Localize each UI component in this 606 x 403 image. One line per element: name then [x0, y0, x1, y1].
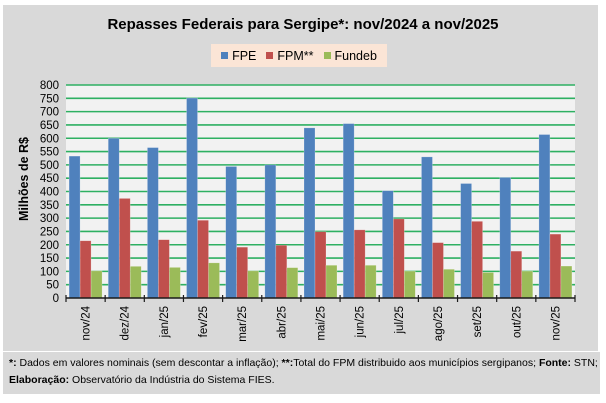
x-tick-label: mai/25 — [316, 306, 328, 341]
y-tick-label: 350 — [40, 200, 59, 212]
bar-fundeb — [364, 264, 377, 299]
bar-fpe — [68, 155, 81, 299]
y-tick-label: 100 — [40, 266, 59, 278]
x-tick-label: out/25 — [511, 306, 523, 338]
legend-swatch-fpe — [221, 52, 229, 59]
x-tick-label: nov/25 — [550, 306, 562, 341]
footnote-source-label: Fonte: — [538, 357, 572, 369]
legend-label-fpm: FPM** — [277, 48, 314, 63]
bar-fpe — [264, 164, 277, 299]
bar-fpe — [342, 123, 355, 299]
bar-fundeb — [560, 265, 573, 299]
legend-label-fundeb: Fundeb — [334, 48, 377, 63]
bar-fundeb — [325, 264, 338, 299]
footnote-mark-asterisk: *: — [9, 357, 17, 369]
legend-label-fpe: FPE — [232, 48, 257, 63]
x-tick-label: fev/25 — [198, 306, 210, 337]
footer-line-2: Elaboração: Observatório da Indústria do… — [9, 374, 275, 386]
bar-fpe — [499, 177, 512, 299]
y-tick-label: 250 — [40, 226, 59, 238]
bar-fpe — [225, 166, 237, 299]
bar-fpm — [197, 219, 209, 299]
chart-title: Repasses Federais para Sergipe*: nov/202… — [107, 16, 499, 33]
bar-fpm — [393, 218, 405, 299]
x-tick-label: abr/25 — [276, 306, 288, 339]
x-tick-label: jun/25 — [355, 306, 367, 338]
bar-fpe — [538, 134, 551, 299]
y-tick-label: 550 — [40, 147, 59, 159]
x-tick-label: set/25 — [472, 306, 484, 337]
legend-swatch-fpm — [266, 52, 274, 59]
bar-fpm — [314, 231, 327, 299]
bar-fpm — [353, 229, 366, 299]
bar-fundeb — [443, 268, 455, 299]
bar-fpe — [421, 156, 433, 299]
footnote-elaboration-value: Observatório da Indústria do Sistema FIE… — [69, 374, 275, 386]
y-tick-label: 150 — [40, 253, 59, 265]
bar-fpe — [186, 97, 198, 299]
x-tick-label: jul/25 — [394, 306, 406, 335]
y-tick-label: 700 — [40, 107, 59, 119]
legend-swatch-fundeb — [323, 52, 331, 59]
bar-fpm — [158, 239, 170, 299]
legend-item-fundeb: Fundeb — [323, 48, 377, 63]
footnote-fpm-total: Total do FPM distribuido aos municípios … — [293, 357, 539, 369]
footnote-nominal-values: Dados em valores nominais (sem descontar… — [16, 357, 282, 369]
y-tick-label: 50 — [46, 280, 59, 292]
y-tick-label: 300 — [40, 213, 59, 225]
bar-fundeb — [247, 270, 259, 299]
y-tick-label: 200 — [40, 240, 59, 252]
bar-fundeb — [129, 266, 142, 299]
bar-fpm — [549, 233, 562, 299]
bar-fpm — [510, 250, 523, 299]
chart-legend: FPE FPM** Fundeb — [211, 44, 387, 67]
bar-fundeb — [521, 270, 534, 299]
footer-notes: *: Dados em valores nominais (sem descon… — [3, 352, 600, 394]
y-tick-label: 600 — [40, 133, 59, 145]
bar-fpm — [471, 221, 483, 299]
y-tick-label: 750 — [40, 93, 59, 105]
y-tick-label: 500 — [40, 160, 59, 172]
bar-fundeb — [286, 267, 299, 299]
y-tick-label: 0 — [53, 293, 59, 305]
bar-fundeb — [208, 262, 220, 299]
bar-fpm — [236, 246, 248, 299]
legend-item-fpe: FPE — [221, 49, 256, 63]
bar-fundeb — [90, 270, 103, 299]
y-tick-label: 650 — [40, 120, 59, 132]
bar-fundeb — [404, 270, 416, 299]
x-tick-label: nov/24 — [81, 305, 93, 340]
bar-fpm — [275, 244, 288, 299]
bar-fpm — [79, 240, 92, 299]
x-tick-label: dez/24 — [120, 305, 132, 340]
bar-fpe — [382, 190, 394, 299]
bar-fundeb — [169, 267, 181, 299]
y-tick-label: 450 — [40, 173, 59, 185]
y-tick-label: 800 — [40, 80, 59, 92]
bar-fpe — [303, 127, 316, 299]
bar-fpe — [460, 183, 472, 299]
bar-fpe — [107, 137, 120, 299]
bar-fpm — [118, 198, 131, 299]
bar-fpe — [147, 147, 159, 299]
x-tick-label: mar/25 — [237, 306, 249, 342]
footer-line-1: *: Dados em valores nominais (sem descon… — [9, 357, 598, 369]
x-tick-label: jan/25 — [159, 306, 171, 338]
y-tick-label: 400 — [40, 187, 59, 199]
footnote-elaboration-label: Elaboração: — [9, 374, 70, 386]
legend-item-fpm: FPM** — [266, 48, 314, 63]
footnote-source-value: STN; — [571, 357, 598, 369]
x-tick-label: ago/25 — [433, 306, 445, 341]
bar-fundeb — [482, 272, 494, 299]
bar-fpm — [432, 242, 444, 299]
footnote-mark-double-asterisk: **: — [281, 357, 294, 369]
